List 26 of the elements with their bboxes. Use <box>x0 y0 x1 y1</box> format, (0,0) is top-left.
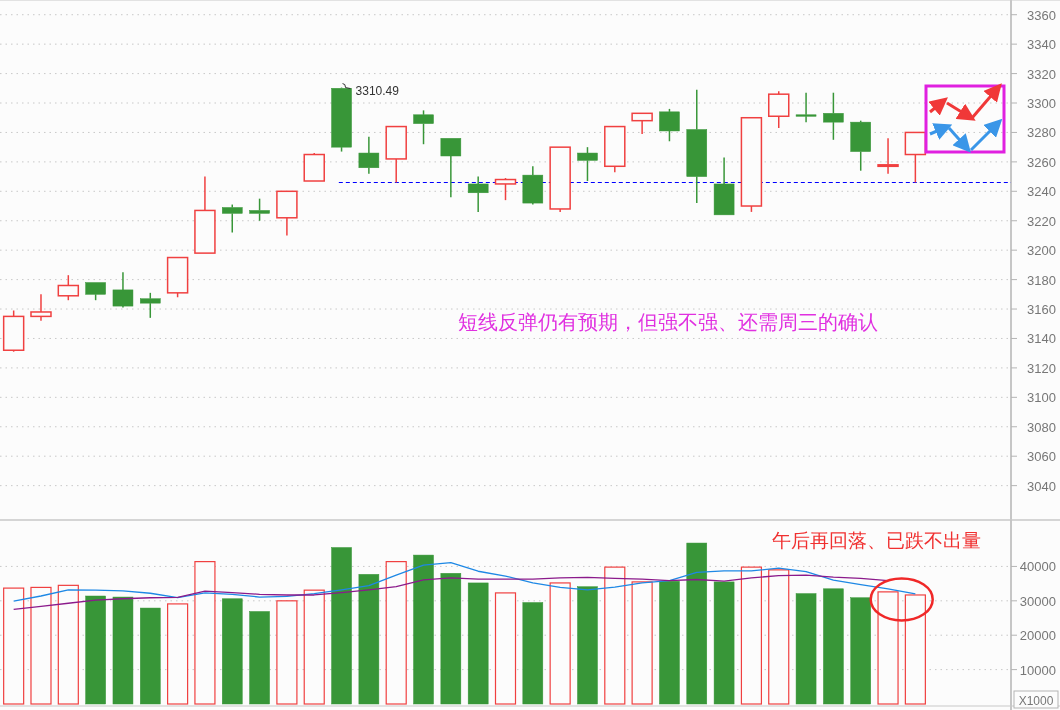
y-axis-title: X1000 <box>1018 694 1054 708</box>
y-tick-label: 3060 <box>1027 449 1056 465</box>
annotation: 3310.49 <box>355 83 400 98</box>
y-tick-label: 3200 <box>1027 243 1056 259</box>
y-tick-label: 3360 <box>1027 7 1056 23</box>
y-tick-label: 40000 <box>1019 559 1056 575</box>
annotation: 短线反弹仍有预期，但强不强、还需周三的确认 <box>458 311 878 333</box>
y-tick-label: 3340 <box>1027 37 1056 53</box>
y-tick-label: 10000 <box>1019 662 1056 678</box>
y-tick-label: 3240 <box>1027 184 1056 200</box>
y-tick-label: 3140 <box>1027 331 1056 347</box>
y-tick-label: 30000 <box>1019 593 1056 609</box>
line-series <box>13 562 917 602</box>
y-tick-label: 3300 <box>1027 96 1056 112</box>
y-tick-label: 3160 <box>1027 302 1056 318</box>
y-tick-label: 3040 <box>1027 478 1056 494</box>
y-tick-label: 3120 <box>1027 360 1056 376</box>
y-tick-label: 20000 <box>1019 628 1056 644</box>
y-tick-label: 3220 <box>1027 213 1056 229</box>
y-tick-label: 3320 <box>1027 66 1056 82</box>
annotation: 午后再回落、已跌不出量 <box>771 530 981 551</box>
y-tick-label: 3280 <box>1027 125 1056 141</box>
y-tick-label: 3080 <box>1027 419 1056 435</box>
y-tick-label: 3100 <box>1027 390 1056 406</box>
y-tick-label: 3180 <box>1027 272 1056 288</box>
y-tick-label: 3260 <box>1027 154 1056 170</box>
